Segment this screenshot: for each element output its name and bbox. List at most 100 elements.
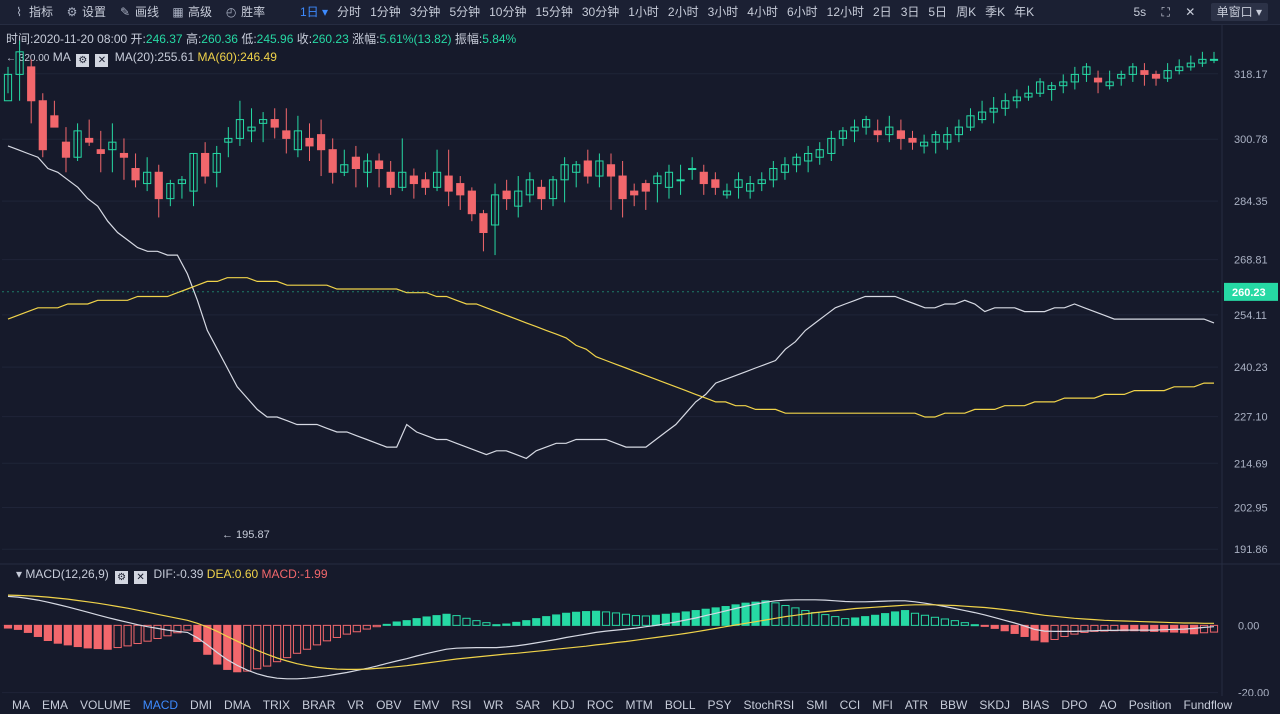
ma-marker: MA [52, 50, 71, 64]
indicator-tab[interactable]: EMA [42, 698, 69, 712]
tool-3[interactable]: ▦ 高级 [171, 0, 212, 24]
macd-bar [332, 624, 342, 638]
time-value: 2020-11-20 08:00 [33, 32, 128, 46]
period-option[interactable]: 1分钟 [370, 5, 401, 19]
period-option[interactable]: 2小时 [667, 5, 699, 19]
macd-bar [472, 620, 481, 626]
indicator-tab[interactable]: KDJ [552, 698, 575, 712]
indicator-tab[interactable]: Fundflow [1183, 698, 1233, 712]
advanced-icon: ▦ [172, 5, 184, 19]
macd-bar [253, 624, 262, 670]
indicator-tab[interactable]: ATR [904, 698, 929, 712]
close-icon[interactable]: ✕ [1185, 5, 1196, 19]
period-option[interactable]: 3分钟 [409, 5, 441, 19]
indicator-tab[interactable]: CCI [839, 698, 861, 712]
period-option[interactable]: 分时 [337, 5, 362, 19]
macd-bar [970, 624, 979, 627]
close-icon[interactable]: ✕ [95, 54, 109, 67]
macd-bar [183, 624, 192, 631]
candle-body [1070, 73, 1079, 83]
refresh-interval[interactable]: 5s [1133, 5, 1147, 19]
close-icon[interactable]: ✕ [134, 571, 148, 584]
indicator-tab[interactable]: MTM [625, 698, 653, 712]
indicator-tab[interactable]: TRIX [262, 698, 291, 712]
macd-bar [1130, 624, 1139, 632]
indicator-tab[interactable]: SKDJ [979, 698, 1011, 712]
tool-label: 高级 [188, 5, 213, 19]
period-option[interactable]: 10分钟 [489, 5, 527, 19]
tool-1[interactable]: ⚙ 设置 [65, 0, 106, 24]
candle-body [757, 179, 766, 185]
indicator-tab[interactable]: MFI [872, 698, 893, 712]
period-option[interactable]: 3日 [900, 5, 920, 19]
indicator-tab[interactable]: DMA [224, 698, 251, 712]
candle-body [317, 134, 326, 151]
candle-body [374, 160, 384, 170]
period-option[interactable]: 3小时 [707, 5, 739, 19]
period-option[interactable]: 15分钟 [535, 5, 573, 19]
indicator-tab[interactable]: BIAS [1022, 698, 1050, 712]
candle-body [247, 126, 256, 132]
ma60-value: MA(60):246.49 [197, 50, 277, 64]
indicator-tab[interactable]: OBV [376, 698, 402, 712]
candle-body [293, 130, 302, 151]
candle-body [769, 168, 778, 181]
indicator-tab[interactable]: MACD [142, 698, 179, 712]
indicator-tab[interactable]: DPO [1061, 698, 1088, 712]
candle-body [85, 137, 94, 143]
period-option[interactable]: 周K [956, 5, 977, 19]
indicator-tab[interactable]: VOLUME [80, 698, 131, 712]
tool-4[interactable]: ◴ 胜率 [224, 0, 265, 24]
period-option[interactable]: 12小时 [826, 5, 864, 19]
candle-body [50, 115, 59, 128]
indicator-tab[interactable]: MA [12, 698, 30, 712]
indicator-tab[interactable]: RSI [451, 698, 472, 712]
window-mode-dropdown[interactable]: 单窗口 ▾ [1210, 3, 1268, 21]
indicator-tab[interactable]: StochRSI [743, 698, 795, 712]
period-active[interactable]: 1日 ▾ [300, 5, 329, 19]
indicator-tab[interactable]: SAR [515, 698, 541, 712]
macd-bar [153, 624, 162, 639]
chart-canvas[interactable]: 318.17 300.78 284.35 268.81 254.11 240.23 227.… [0, 25, 1280, 696]
gear-icon[interactable]: ⚙ [76, 54, 90, 67]
candle-body [351, 156, 360, 170]
indicator-tab[interactable]: DMI [190, 698, 213, 712]
period-option[interactable]: 1小时 [628, 5, 659, 19]
tool-0[interactable]: ⌇ 指标 [12, 0, 53, 24]
candle-body [1024, 92, 1033, 98]
indicator-tab[interactable]: WR [483, 698, 504, 712]
period-option[interactable]: 6小时 [786, 5, 818, 19]
period-option[interactable]: 2日 [873, 5, 892, 19]
tool-label: 画线 [135, 5, 160, 19]
indicator-tab[interactable]: EMV [413, 698, 440, 712]
macd-bar [342, 624, 351, 635]
macd-bar [113, 624, 122, 649]
candle-body [815, 149, 824, 158]
tool-2[interactable]: ✎ 画线 [118, 0, 159, 24]
period-option[interactable]: 30分钟 [581, 5, 620, 19]
macd-bar [173, 624, 182, 634]
macd-bar [292, 624, 302, 654]
candle-body [328, 149, 337, 173]
indicator-tab[interactable]: AO [1099, 698, 1117, 712]
macd-bar [492, 624, 501, 627]
indicator-tab[interactable]: PSY [707, 698, 732, 712]
period-option[interactable]: 季K [985, 5, 1006, 19]
period-option[interactable]: 4小时 [747, 5, 778, 19]
fullscreen-icon[interactable]: ⛶ [1161, 5, 1170, 19]
period-option[interactable]: 年K [1014, 5, 1035, 19]
collapse-icon[interactable]: ▾ [16, 567, 23, 581]
indicator-tab[interactable]: VR [347, 698, 365, 712]
top-price-marker: ← 320.00 [6, 53, 50, 64]
indicator-tab[interactable]: BBW [940, 698, 968, 712]
tool-label: 胜率 [241, 5, 266, 19]
indicator-tab[interactable]: ROC [586, 698, 614, 712]
indicator-tab[interactable]: SMI [806, 698, 828, 712]
indicator-tab[interactable]: Position [1128, 698, 1172, 712]
candle-body [154, 171, 163, 200]
gear-icon[interactable]: ⚙ [115, 571, 129, 584]
indicator-tab[interactable]: BOLL [664, 698, 696, 712]
period-option[interactable]: 5日 [928, 5, 948, 19]
period-option[interactable]: 5分钟 [449, 5, 481, 19]
indicator-tab[interactable]: BRAR [302, 698, 336, 712]
